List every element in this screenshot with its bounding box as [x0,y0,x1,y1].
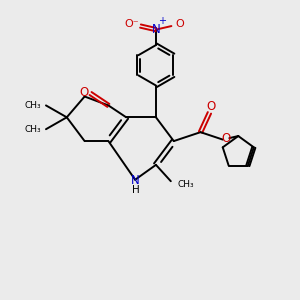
Text: CH₃: CH₃ [25,101,41,110]
Text: O⁻: O⁻ [125,19,140,29]
Text: +: + [158,16,166,26]
Text: H: H [132,185,140,195]
Text: CH₃: CH₃ [25,125,41,134]
Text: O: O [206,100,216,113]
Text: O: O [175,19,184,29]
Text: N: N [152,22,160,35]
Text: N: N [131,174,140,187]
Text: CH₃: CH₃ [177,180,194,189]
Text: O: O [222,132,231,145]
Text: O: O [80,85,88,98]
